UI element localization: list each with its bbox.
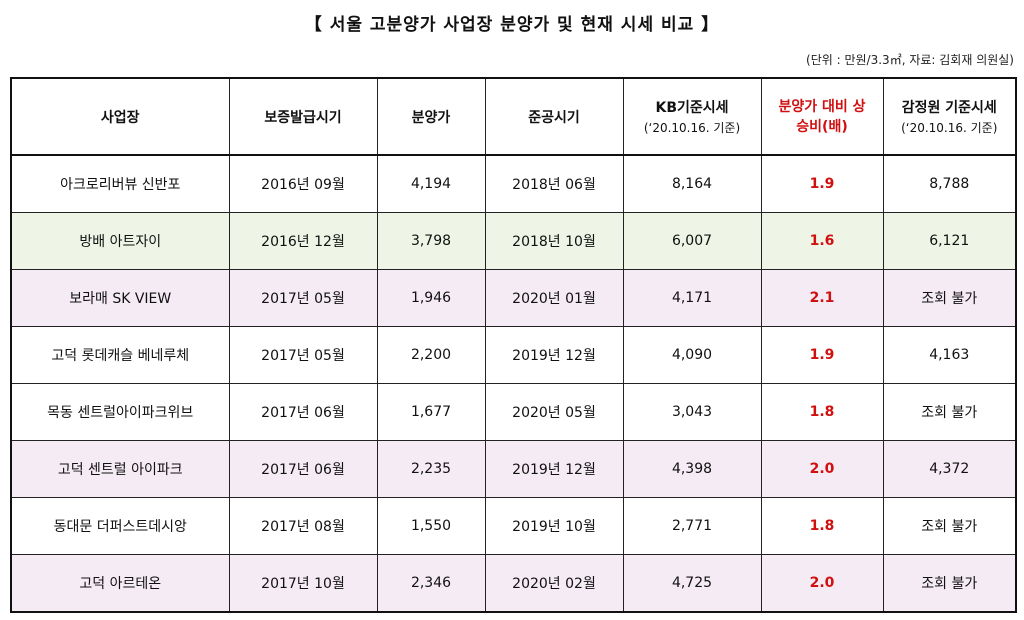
cell-increase-ratio: 1.9 bbox=[760, 154, 884, 213]
cell-kb-price: 4,090 bbox=[622, 326, 762, 384]
cell-completion-date: 2020년 01월 bbox=[484, 269, 624, 327]
cell-kb-price: 8,164 bbox=[622, 154, 762, 213]
cell-completion-date: 2020년 05월 bbox=[484, 383, 624, 441]
cell-sale-price: 2,200 bbox=[376, 326, 486, 384]
header-row: 사업장 보증발급시기 분양가 준공시기 KB기준시세 (‘20.10.16. 기준… bbox=[10, 77, 1017, 156]
cell-site: 고덕 롯데캐슬 베네루체 bbox=[10, 326, 230, 384]
cell-increase-ratio: 1.8 bbox=[760, 497, 884, 555]
cell-increase-ratio: 2.0 bbox=[760, 554, 884, 613]
cell-increase-ratio: 1.8 bbox=[760, 383, 884, 441]
cell-kb-price: 3,043 bbox=[622, 383, 762, 441]
table-row: 고덕 롯데캐슬 베네루체 2017년 05월 2,200 2019년 12월 4,090… bbox=[10, 326, 1017, 384]
header-site: 사업장 bbox=[10, 77, 230, 156]
table-row: 보라매 SK VIEW 2017년 05월 1,946 2020년 01월 4,171 2… bbox=[10, 269, 1017, 327]
cell-completion-date: 2019년 12월 bbox=[484, 440, 624, 498]
document-title: 【 서울 고분양가 사업장 분양가 및 현재 시세 비교 】 bbox=[304, 15, 720, 35]
header-kab-price: 감정원 기준시세 (‘20.10.16. 기준) bbox=[882, 77, 1017, 156]
cell-guarantee-date: 2016년 12월 bbox=[228, 212, 378, 270]
cell-sale-price: 2,235 bbox=[376, 440, 486, 498]
price-comparison-table: 사업장 보증발급시기 분양가 준공시기 KB기준시세 (‘20.10.16. 기준… bbox=[10, 77, 1017, 613]
cell-sale-price: 3,798 bbox=[376, 212, 486, 270]
cell-kab-price: 4,372 bbox=[882, 440, 1017, 498]
cell-kab-price: 조회 불가 bbox=[882, 497, 1017, 555]
cell-site: 동대문 더퍼스트데시앙 bbox=[10, 497, 230, 555]
cell-sale-price: 1,946 bbox=[376, 269, 486, 327]
cell-kb-price: 2,771 bbox=[622, 497, 762, 555]
cell-site: 고덕 아르테온 bbox=[10, 554, 230, 613]
cell-completion-date: 2018년 10월 bbox=[484, 212, 624, 270]
unit-source-note: (단위 : 만원/3.3㎡, 자료: 김회재 의원실) bbox=[806, 53, 1014, 67]
cell-increase-ratio: 2.0 bbox=[760, 440, 884, 498]
cell-site: 목동 센트럴아이파크위브 bbox=[10, 383, 230, 441]
cell-kab-price: 조회 불가 bbox=[882, 554, 1017, 613]
cell-increase-ratio: 1.6 bbox=[760, 212, 884, 270]
cell-sale-price: 1,550 bbox=[376, 497, 486, 555]
table-row: 아크로리버뷰 신반포 2016년 09월 4,194 2018년 06월 8,164 1.… bbox=[10, 154, 1017, 213]
cell-sale-price: 4,194 bbox=[376, 154, 486, 213]
cell-guarantee-date: 2017년 06월 bbox=[228, 383, 378, 441]
cell-kb-price: 4,398 bbox=[622, 440, 762, 498]
table-row: 고덕 센트럴 아이파크 2017년 06월 2,235 2019년 12월 4,398 2… bbox=[10, 440, 1017, 498]
cell-kb-price: 4,725 bbox=[622, 554, 762, 613]
cell-increase-ratio: 1.9 bbox=[760, 326, 884, 384]
cell-kab-price: 6,121 bbox=[882, 212, 1017, 270]
cell-site: 방배 아트자이 bbox=[10, 212, 230, 270]
header-completion-date: 준공시기 bbox=[484, 77, 624, 156]
cell-increase-ratio: 2.1 bbox=[760, 269, 884, 327]
cell-guarantee-date: 2017년 05월 bbox=[228, 326, 378, 384]
cell-sale-price: 2,346 bbox=[376, 554, 486, 613]
cell-sale-price: 1,677 bbox=[376, 383, 486, 441]
cell-completion-date: 2020년 02월 bbox=[484, 554, 624, 613]
cell-kab-price: 조회 불가 bbox=[882, 269, 1017, 327]
cell-guarantee-date: 2017년 10월 bbox=[228, 554, 378, 613]
cell-kab-price: 8,788 bbox=[882, 154, 1017, 213]
cell-guarantee-date: 2017년 08월 bbox=[228, 497, 378, 555]
cell-guarantee-date: 2017년 06월 bbox=[228, 440, 378, 498]
cell-completion-date: 2018년 06월 bbox=[484, 154, 624, 213]
header-kb-price: KB기준시세 (‘20.10.16. 기준) bbox=[622, 77, 762, 156]
cell-kab-price: 조회 불가 bbox=[882, 383, 1017, 441]
table-row: 방배 아트자이 2016년 12월 3,798 2018년 10월 6,007 1.6 6,… bbox=[10, 212, 1017, 270]
cell-site: 고덕 센트럴 아이파크 bbox=[10, 440, 230, 498]
cell-kb-price: 6,007 bbox=[622, 212, 762, 270]
cell-kb-price: 4,171 bbox=[622, 269, 762, 327]
cell-site: 아크로리버뷰 신반포 bbox=[10, 154, 230, 213]
table-row: 고덕 아르테온 2017년 10월 2,346 2020년 02월 4,725 2.0 조회… bbox=[10, 554, 1017, 613]
header-increase-ratio: 분양가 대비 상승비(배) bbox=[760, 77, 884, 156]
cell-site: 보라매 SK VIEW bbox=[10, 269, 230, 327]
table-row: 동대문 더퍼스트데시앙 2017년 08월 1,550 2019년 10월 2,771 1… bbox=[10, 497, 1017, 555]
header-guarantee-date: 보증발급시기 bbox=[228, 77, 378, 156]
cell-completion-date: 2019년 10월 bbox=[484, 497, 624, 555]
table-row: 목동 센트럴아이파크위브 2017년 06월 1,677 2020년 05월 3,043… bbox=[10, 383, 1017, 441]
cell-guarantee-date: 2016년 09월 bbox=[228, 154, 378, 213]
cell-kab-price: 4,163 bbox=[882, 326, 1017, 384]
cell-guarantee-date: 2017년 05월 bbox=[228, 269, 378, 327]
header-sale-price: 분양가 bbox=[376, 77, 486, 156]
cell-completion-date: 2019년 12월 bbox=[484, 326, 624, 384]
